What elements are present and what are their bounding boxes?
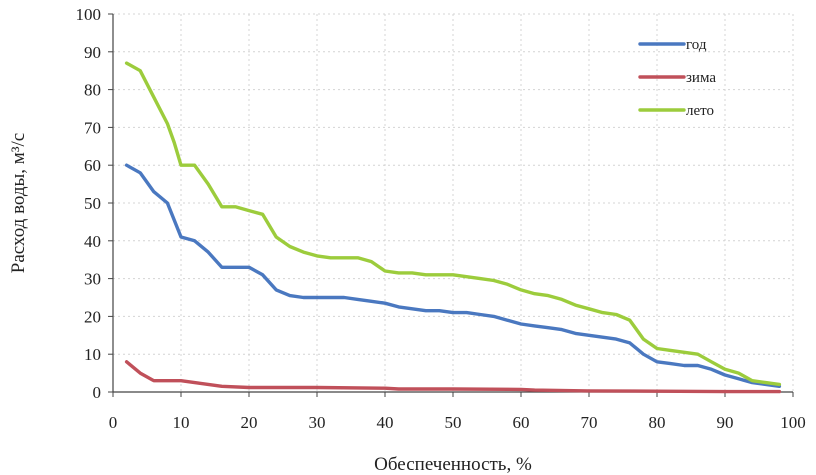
x-axis-title: Обеспеченность, %: [374, 454, 532, 475]
series-line-2: [124, 360, 782, 394]
y-tick-label: 70: [84, 118, 101, 137]
x-tick-label: 40: [377, 413, 394, 432]
y-tick-label: 0: [93, 383, 102, 402]
y-tick-label: 90: [84, 43, 101, 62]
y-tick-label: 30: [84, 270, 101, 289]
grid: [113, 13, 794, 392]
x-tick-label: 0: [109, 413, 118, 432]
y-tick-label: 60: [84, 156, 101, 175]
legend-label-3: лето: [686, 103, 714, 119]
y-tick-label: 50: [84, 194, 101, 213]
y-tick-label: 20: [84, 307, 101, 326]
y-tick-label: 80: [84, 81, 101, 100]
y-tick-label: 100: [76, 5, 102, 24]
series-line-1: [124, 163, 782, 388]
x-tick-label: 30: [309, 413, 326, 432]
series-line-3: [124, 61, 782, 387]
x-tick-label: 70: [581, 413, 598, 432]
x-tick-label: 80: [649, 413, 666, 432]
y-tick-label: 10: [84, 345, 101, 364]
x-tick-labels: 0 10 20 30 40 50 60 70 80 90 100: [109, 392, 806, 432]
x-tick-label: 20: [241, 413, 258, 432]
x-tick-label: 50: [445, 413, 462, 432]
legend-label-2: зима: [686, 70, 716, 86]
x-tick-label: 100: [780, 413, 806, 432]
x-tick-label: 10: [173, 413, 190, 432]
x-tick-label: 60: [513, 413, 530, 432]
legend-label-1: год: [686, 37, 707, 53]
y-tick-label: 40: [84, 232, 101, 251]
x-tick-label: 90: [717, 413, 734, 432]
y-axis-title: Расход воды, м³/с: [8, 133, 29, 274]
y-tick-labels: 0 10 20 30 40 50 60 70 80 90 100: [76, 5, 113, 402]
legend: год зима лето: [638, 37, 716, 119]
series-lines: [124, 61, 782, 394]
